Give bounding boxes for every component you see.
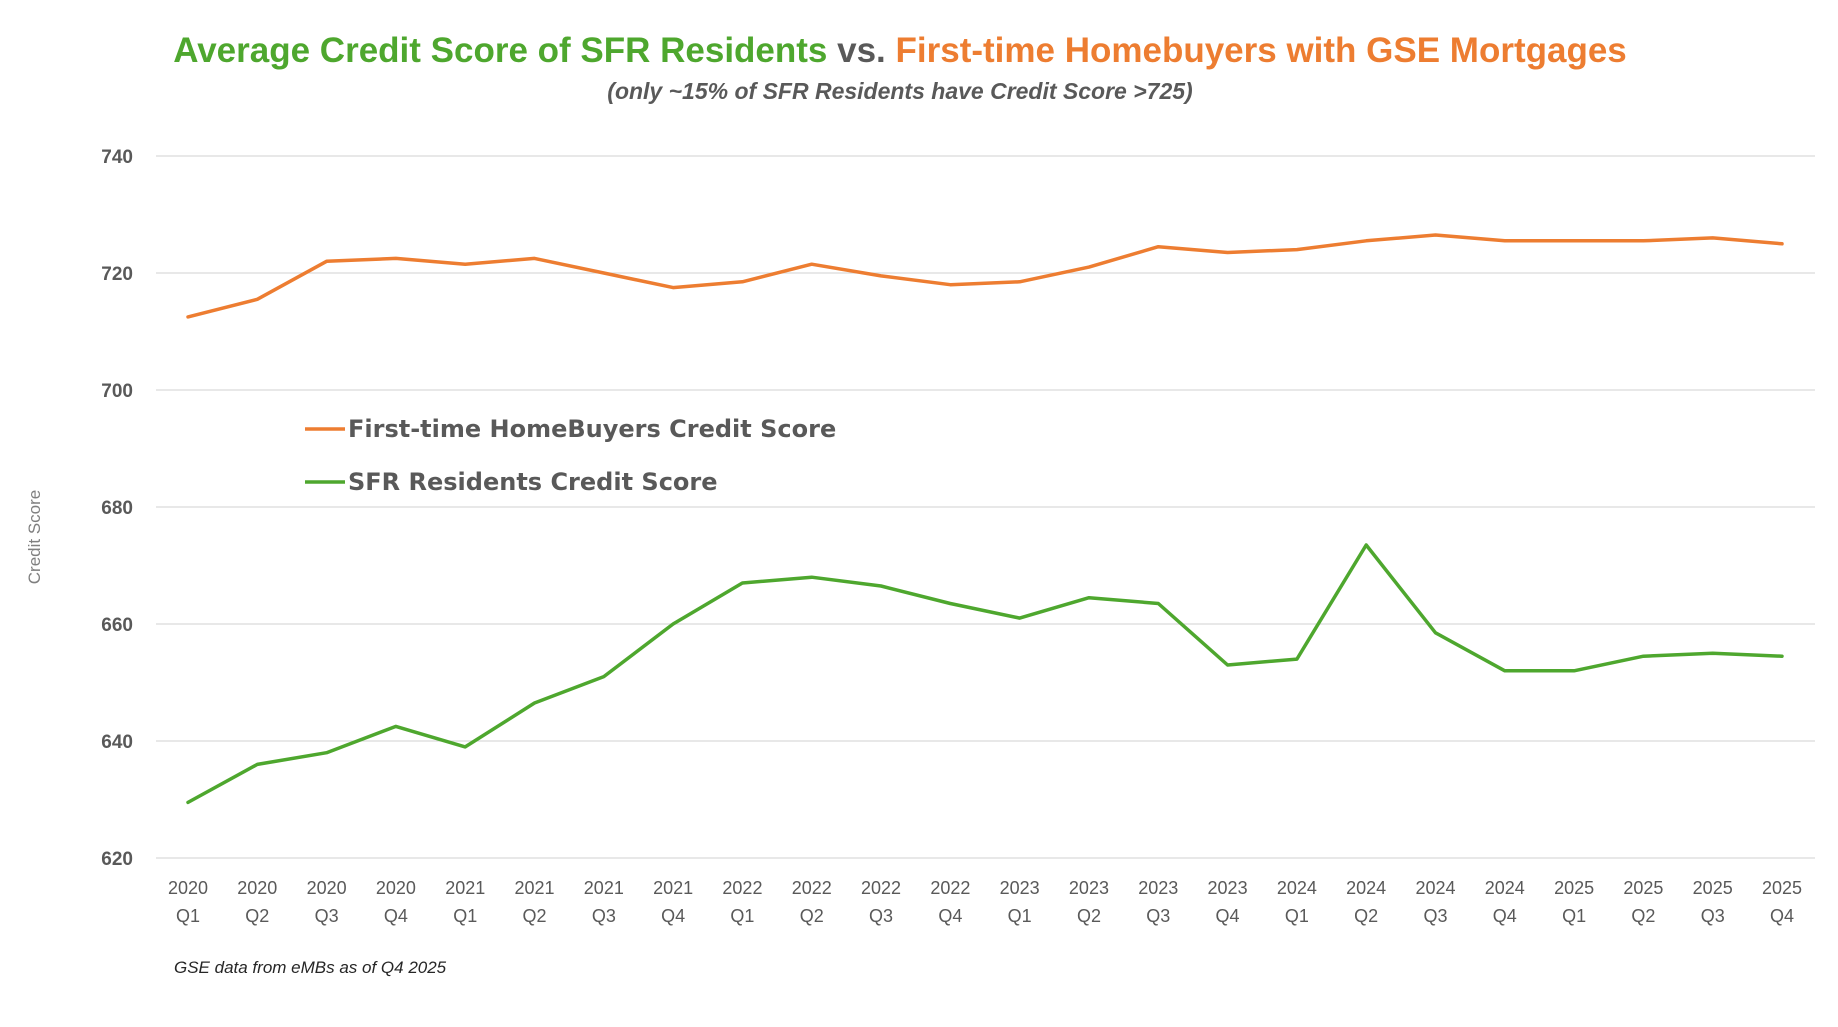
x-tick-label-quarter: Q2 [1077,906,1101,926]
y-axis-label: Credit Score [25,490,44,584]
x-tick-label-quarter: Q2 [523,906,547,926]
x-tick-label-quarter: Q4 [661,906,685,926]
x-tick-label-year: 2021 [584,878,624,898]
x-tick-label-year: 2021 [445,878,485,898]
x-tick-label-year: 2022 [792,878,832,898]
x-tick-label-year: 2024 [1415,878,1455,898]
x-tick-label-year: 2024 [1485,878,1525,898]
y-tick-label: 640 [101,732,133,753]
series-lines [186,233,1784,805]
y-tick-label: 740 [101,147,133,168]
x-tick-label-year: 2023 [1208,878,1248,898]
x-tick-label-quarter: Q4 [1493,906,1517,926]
x-tick-label-quarter: Q4 [938,906,962,926]
chart-title: Average Credit Score of SFR Residents vs… [173,31,1627,70]
x-tick-label-year: 2021 [653,878,693,898]
x-tick-label-year: 2022 [722,878,762,898]
y-tick-label: 660 [101,615,133,636]
x-tick-label-quarter: Q4 [1216,906,1240,926]
x-tick-label-year: 2021 [514,878,554,898]
x-tick-label-year: 2023 [1138,878,1178,898]
chart-title-part-1: vs. [827,31,895,70]
series-line-1 [186,543,1784,805]
x-tick-label-year: 2025 [1554,878,1594,898]
x-tick-label-year: 2023 [1069,878,1109,898]
x-tick-label-year: 2025 [1762,878,1802,898]
x-tick-label-year: 2024 [1277,878,1317,898]
gridlines [156,155,1815,859]
x-tick-label-quarter: Q1 [1285,906,1309,926]
y-tick-label: 720 [101,264,133,285]
legend-label-0: First-time HomeBuyers Credit Score [348,415,836,443]
x-tick-label-year: 2022 [930,878,970,898]
legend: First-time HomeBuyers Credit Score SFR Re… [305,415,836,496]
x-tick-label-quarter: Q3 [1423,906,1447,926]
x-tick-label-quarter: Q3 [869,906,893,926]
chart-title-part-2: First-time Homebuyers with GSE Mortgages [896,31,1627,70]
y-axis-ticks: 620 640 660 680 700 720 740 [101,147,133,870]
x-tick-label-quarter: Q4 [384,906,408,926]
x-tick-label-quarter: Q2 [1354,906,1378,926]
x-tick-label-quarter: Q1 [176,906,200,926]
x-tick-label-year: 2020 [237,878,277,898]
y-tick-label: 680 [101,498,133,519]
x-tick-label-quarter: Q2 [800,906,824,926]
x-tick-label-quarter: Q3 [1701,906,1725,926]
chart-subtitle: (only ~15% of SFR Residents have Credit … [607,78,1192,104]
x-tick-label-year: 2020 [307,878,347,898]
x-tick-label-quarter: Q1 [1008,906,1032,926]
series-line-0 [186,233,1784,319]
x-tick-label-quarter: Q4 [1770,906,1794,926]
chart-title-part-0: Average Credit Score of SFR Residents [173,31,827,70]
x-tick-label-year: 2025 [1623,878,1663,898]
y-tick-label: 700 [101,381,133,402]
x-tick-label-quarter: Q3 [592,906,616,926]
x-tick-label-year: 2020 [168,878,208,898]
x-tick-label-year: 2025 [1693,878,1733,898]
x-axis-ticks: 2020 Q1 2020 Q2 2020 Q3 2020 Q4 2021 Q1 2021 Q2 2021… [168,878,1802,926]
x-tick-label-year: 2022 [861,878,901,898]
source-note: GSE data from eMBs as of Q4 2025 [174,958,447,977]
y-tick-label: 620 [101,849,133,870]
x-tick-label-quarter: Q3 [1146,906,1170,926]
x-tick-label-year: 2023 [1000,878,1040,898]
x-tick-label-year: 2020 [376,878,416,898]
x-tick-label-quarter: Q3 [315,906,339,926]
x-tick-label-quarter: Q1 [730,906,754,926]
x-tick-label-quarter: Q2 [245,906,269,926]
x-tick-label-year: 2024 [1346,878,1386,898]
x-tick-label-quarter: Q1 [453,906,477,926]
x-tick-label-quarter: Q2 [1631,906,1655,926]
legend-label-1: SFR Residents Credit Score [348,468,718,496]
x-tick-label-quarter: Q1 [1562,906,1586,926]
